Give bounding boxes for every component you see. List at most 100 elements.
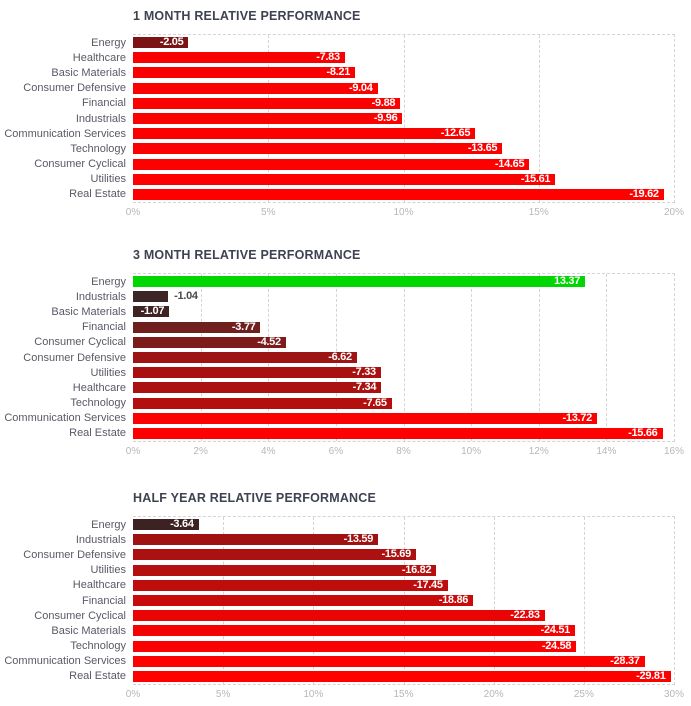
chart-title: 3 MONTH RELATIVE PERFORMANCE: [133, 248, 361, 262]
bar-row: -29.81: [133, 669, 674, 684]
category-axis: Energy Industrials Basic Materials Financia…: [0, 273, 133, 442]
bar-row: -15.66: [133, 426, 674, 441]
bar-row: -9.88: [133, 96, 674, 111]
bar: -15.61: [133, 173, 556, 185]
bar-row: -7.65: [133, 396, 674, 411]
axis-tick-label: 2%: [193, 446, 208, 457]
bar: -24.58: [133, 640, 577, 652]
axis-tick-label: 0%: [125, 207, 141, 218]
bar-row: -7.34: [133, 380, 674, 395]
bar-value-label: -17.45: [413, 578, 443, 591]
bar-row: 13.37: [133, 274, 674, 289]
bar-value-label: -7.34: [352, 381, 377, 394]
axis-tick-label: 12%: [528, 446, 549, 457]
bar-value-label: -14.65: [494, 157, 525, 170]
axis-tick-label: 5%: [261, 207, 276, 218]
bar-row: -19.62: [133, 187, 674, 202]
category-label: Consumer Cyclical: [34, 158, 126, 171]
category-axis: Energy Industrials Consumer Defensive Utili…: [0, 516, 133, 685]
bar-value-label: -15.66: [628, 426, 658, 439]
bar: -1.07: [133, 305, 170, 318]
bar: -24.51: [133, 625, 575, 637]
category-label: Consumer Defensive: [23, 351, 126, 364]
category-label: Industrials: [75, 290, 126, 303]
bar-row: -3.77: [133, 320, 674, 335]
gridline: [583, 517, 585, 684]
bar-value-label: -28.37: [610, 654, 640, 667]
gridline: [606, 274, 608, 441]
category-label: Consumer Cyclical: [34, 336, 126, 349]
plot-wrap: Energy Industrials Consumer Defensive Utili…: [0, 516, 691, 685]
bar: -3.77: [133, 320, 261, 333]
bar-value-label: -15.69: [381, 548, 412, 561]
bar-row: -9.04: [133, 81, 674, 96]
axis-tick-label: 25%: [573, 689, 594, 700]
axis-tick-label: 30%: [663, 689, 685, 700]
chart-section: HALF YEAR RELATIVE PERFORMANCE Energy Indu…: [0, 490, 691, 701]
bar-value-label: -13.65: [467, 142, 498, 155]
bar-value-label: -7.83: [316, 51, 340, 64]
bar-row: -1.04: [133, 289, 674, 304]
axis-tick-label: 0%: [125, 689, 141, 700]
axis-tick-label: 8%: [396, 446, 411, 457]
bar: -19.62: [133, 187, 664, 200]
axis-tick-label: 10%: [393, 207, 414, 218]
bar: -7.83: [133, 51, 345, 64]
gridline: [538, 35, 540, 202]
bar: -15.66: [133, 426, 663, 439]
bar: -22.83: [133, 610, 545, 622]
bar-value-label: -3.77: [231, 320, 256, 333]
bar-row: -17.45: [133, 578, 674, 593]
axis-tick-label: 20%: [663, 207, 685, 218]
bar-value-label: -18.86: [438, 594, 469, 607]
bar-row: -8.21: [133, 65, 674, 80]
bar-row: -7.83: [133, 50, 674, 65]
bar-value-label: -4.52: [257, 335, 281, 348]
category-label: Energy: [91, 518, 126, 531]
plot-area: -2.05 -7.83 -8.21 -9.04 -9.88 -9.96 -12.65 -13.…: [133, 34, 675, 203]
axis-tick-label: 4%: [261, 446, 276, 457]
bar-value-label: -9.96: [373, 112, 398, 125]
bar: 13.37: [133, 275, 586, 288]
axis-tick-label: 10%: [461, 446, 482, 457]
bar-row: -2.05: [133, 35, 674, 50]
category-label: Basic Materials: [51, 624, 126, 637]
bar-value-label: 13.37: [554, 275, 581, 288]
bar-row: -28.37: [133, 654, 674, 669]
x-axis: 0% 5% 10% 15% 20% 25% 30%: [126, 685, 684, 701]
category-label: Communication Services: [4, 655, 126, 668]
bar-value-label: -13.59: [343, 533, 374, 546]
bar: -7.65: [133, 396, 392, 409]
axis-tick-label: 14%: [596, 446, 617, 457]
category-label: Real Estate: [69, 670, 126, 683]
bar: -14.65: [133, 157, 530, 170]
bar: -4.52: [133, 335, 286, 348]
category-label: Consumer Cyclical: [34, 609, 126, 622]
bar: -15.69: [133, 548, 416, 561]
bar-row: -24.51: [133, 623, 674, 638]
bar-row: -13.59: [133, 532, 674, 547]
bar-row: -18.86: [133, 593, 674, 608]
category-label: Consumer Defensive: [23, 548, 126, 561]
axis-tick-label: 5%: [215, 689, 231, 700]
bar-row: -15.69: [133, 547, 674, 562]
category-label: Financial: [81, 321, 126, 334]
category-label: Real Estate: [69, 188, 126, 201]
plot-wrap: Energy Industrials Basic Materials Financia…: [0, 273, 691, 442]
axis-tick-label: 10%: [303, 689, 324, 700]
category-label: Energy: [91, 36, 126, 49]
category-label: Utilities: [90, 564, 126, 577]
bar-value-label: -7.65: [363, 396, 387, 409]
bar-row: -24.58: [133, 639, 674, 654]
bar-row: -9.96: [133, 111, 674, 126]
category-label: Healthcare: [72, 381, 126, 394]
bar-value-label: -19.62: [629, 187, 659, 200]
bar-value-label: -1.07: [140, 305, 165, 318]
bar: -18.86: [133, 594, 474, 607]
category-axis: Energy Healthcare Basic Materials Consumer …: [0, 34, 133, 203]
chart-section: 1 MONTH RELATIVE PERFORMANCE Energy Health…: [0, 8, 691, 219]
axis-tick-label: 6%: [328, 446, 344, 457]
bar: -9.88: [133, 97, 401, 109]
category-label: Basic Materials: [51, 66, 126, 79]
x-axis: 0% 2% 4% 6% 8% 10% 12% 14% 16%: [126, 442, 684, 458]
